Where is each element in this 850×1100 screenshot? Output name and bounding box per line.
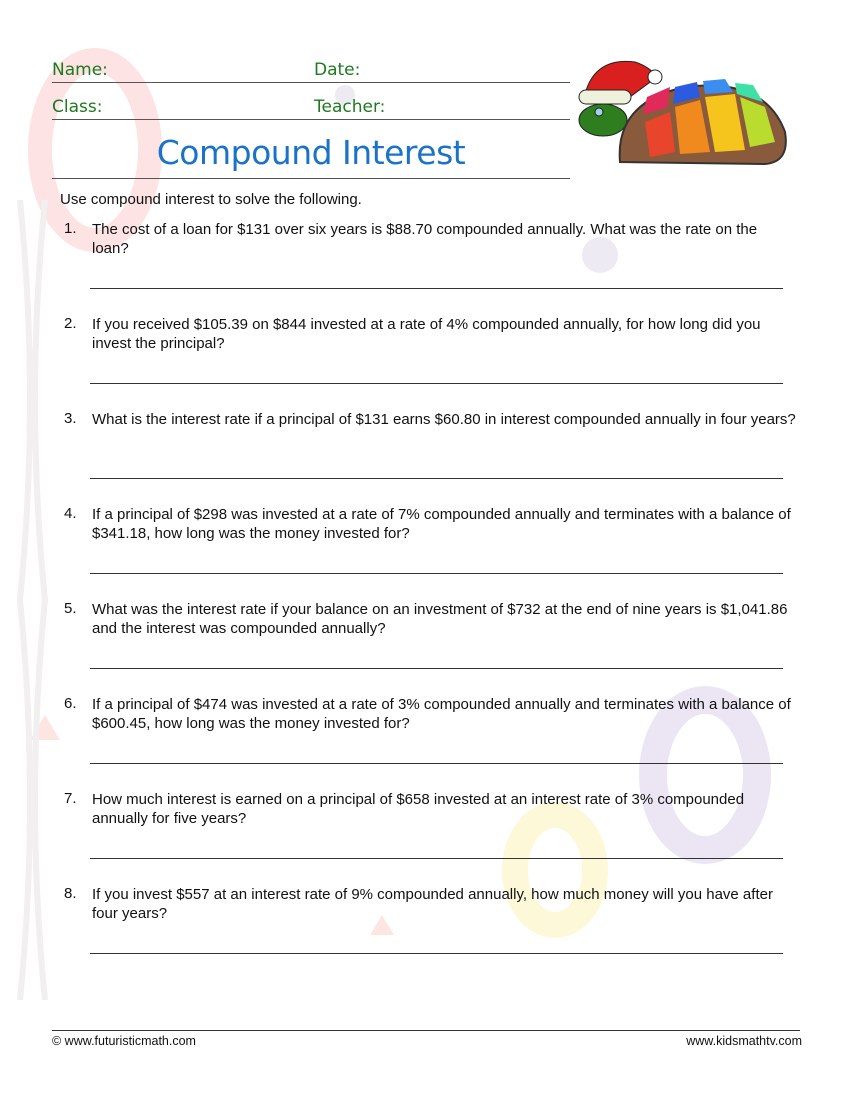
question-number: 3.: [64, 410, 77, 427]
footer-divider: [52, 1030, 800, 1031]
question-number: 6.: [64, 695, 77, 712]
answer-line[interactable]: [90, 573, 783, 574]
question-text: If you invest $557 at an interest rate o…: [92, 886, 773, 922]
turtle-santa-hat-illustration: [578, 60, 787, 166]
footer-right-link[interactable]: www.kidsmathtv.com: [686, 1034, 802, 1048]
answer-line[interactable]: [90, 858, 783, 859]
question-text: The cost of a loan for $131 over six yea…: [92, 221, 758, 257]
page-title: Compound Interest: [156, 133, 466, 172]
title-underline: [52, 178, 570, 179]
name-date-line: [52, 82, 570, 83]
question-number: 2.: [64, 315, 77, 332]
class-label: Class:: [52, 97, 103, 117]
question-text: If a principal of $474 was invested at a…: [92, 696, 791, 732]
answer-line[interactable]: [90, 478, 783, 479]
question-number: 5.: [64, 600, 77, 617]
name-label: Name:: [52, 60, 108, 80]
question-text: What was the interest rate if your balan…: [92, 601, 788, 637]
question-text: If you received $105.39 on $844 invested…: [92, 316, 761, 352]
answer-line[interactable]: [90, 383, 783, 384]
teacher-label: Teacher:: [314, 97, 386, 117]
answer-line[interactable]: [90, 953, 783, 954]
answer-line[interactable]: [90, 763, 783, 764]
question-number: 8.: [64, 885, 77, 902]
footer-left-link[interactable]: © www.futuristicmath.com: [52, 1034, 196, 1048]
date-label: Date:: [314, 60, 361, 80]
question-text: If a principal of $298 was invested at a…: [92, 506, 791, 542]
question-number: 4.: [64, 505, 77, 522]
instructions: Use compound interest to solve the follo…: [60, 191, 362, 208]
question-number: 7.: [64, 790, 77, 807]
question-number: 1.: [64, 220, 77, 237]
answer-line[interactable]: [90, 668, 783, 669]
question-text: How much interest is earned on a princip…: [92, 791, 745, 827]
class-teacher-line: [52, 119, 570, 120]
answer-line[interactable]: [90, 288, 783, 289]
question-text: What is the interest rate if a principal…: [92, 411, 796, 428]
